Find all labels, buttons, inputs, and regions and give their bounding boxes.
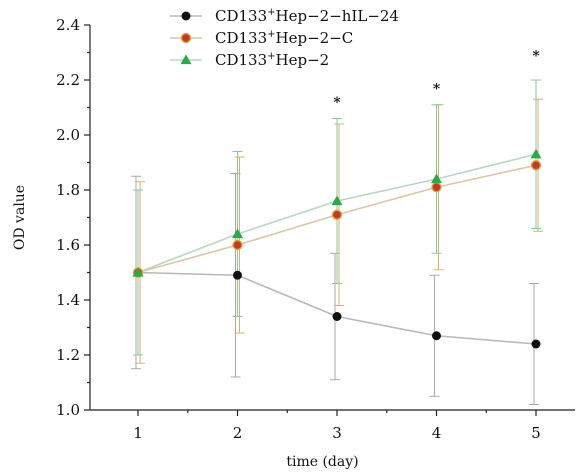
x-axis-label: time (day) — [286, 454, 358, 470]
significance-annotations: * * * — [333, 48, 540, 111]
legend-label: CD133+Hep−2−hIL−24 — [215, 7, 399, 25]
legend-marker — [180, 54, 192, 65]
y-tick-label: 1.0 — [56, 401, 80, 419]
y-tick-label: 1.6 — [56, 236, 80, 254]
legend-marker — [181, 11, 191, 21]
legend-label: CD133+Hep−2 — [215, 51, 329, 69]
x-tick-label: 3 — [332, 424, 342, 442]
data-point — [132, 267, 144, 277]
y-ticks: 1.0 1.2 1.4 1.6 1.8 2.0 2.2 2.4 — [56, 16, 90, 419]
y-tick-label: 2.0 — [56, 126, 80, 144]
data-point — [331, 195, 343, 206]
legend: CD133+Hep−2−hIL−24 CD133+Hep−2−C CD133+Hep… — [170, 7, 399, 69]
data-point — [530, 148, 542, 159]
legend-marker — [180, 32, 192, 44]
y-tick-label: 1.2 — [56, 346, 80, 364]
data-point — [331, 209, 343, 220]
data-point — [431, 182, 442, 193]
axes — [89, 25, 575, 411]
x-tick-label: 2 — [233, 424, 243, 442]
series-markers — [132, 148, 542, 349]
data-point — [232, 228, 243, 239]
y-tick-label: 1.4 — [56, 291, 80, 309]
error-bars — [131, 79, 543, 405]
x-tick-label: 5 — [531, 424, 541, 442]
data-point — [233, 270, 242, 280]
significance-star: * — [333, 95, 341, 111]
significance-star: * — [532, 48, 540, 64]
data-point — [232, 239, 243, 251]
data-point — [531, 339, 541, 349]
data-point — [432, 331, 441, 341]
significance-star: * — [433, 81, 441, 97]
data-point — [431, 173, 442, 184]
x-tick-label: 4 — [432, 424, 442, 442]
y-tick-label: 2.2 — [56, 71, 80, 89]
x-ticks: 1 2 3 4 5 — [133, 410, 541, 442]
data-point — [332, 312, 342, 321]
data-point — [530, 160, 542, 171]
y-tick-label: 1.8 — [56, 181, 80, 199]
y-tick-label: 2.4 — [56, 16, 80, 34]
y-axis-label: OD value — [12, 185, 28, 250]
x-tick-label: 1 — [133, 424, 143, 442]
legend-label: CD133+Hep−2−C — [215, 29, 353, 47]
